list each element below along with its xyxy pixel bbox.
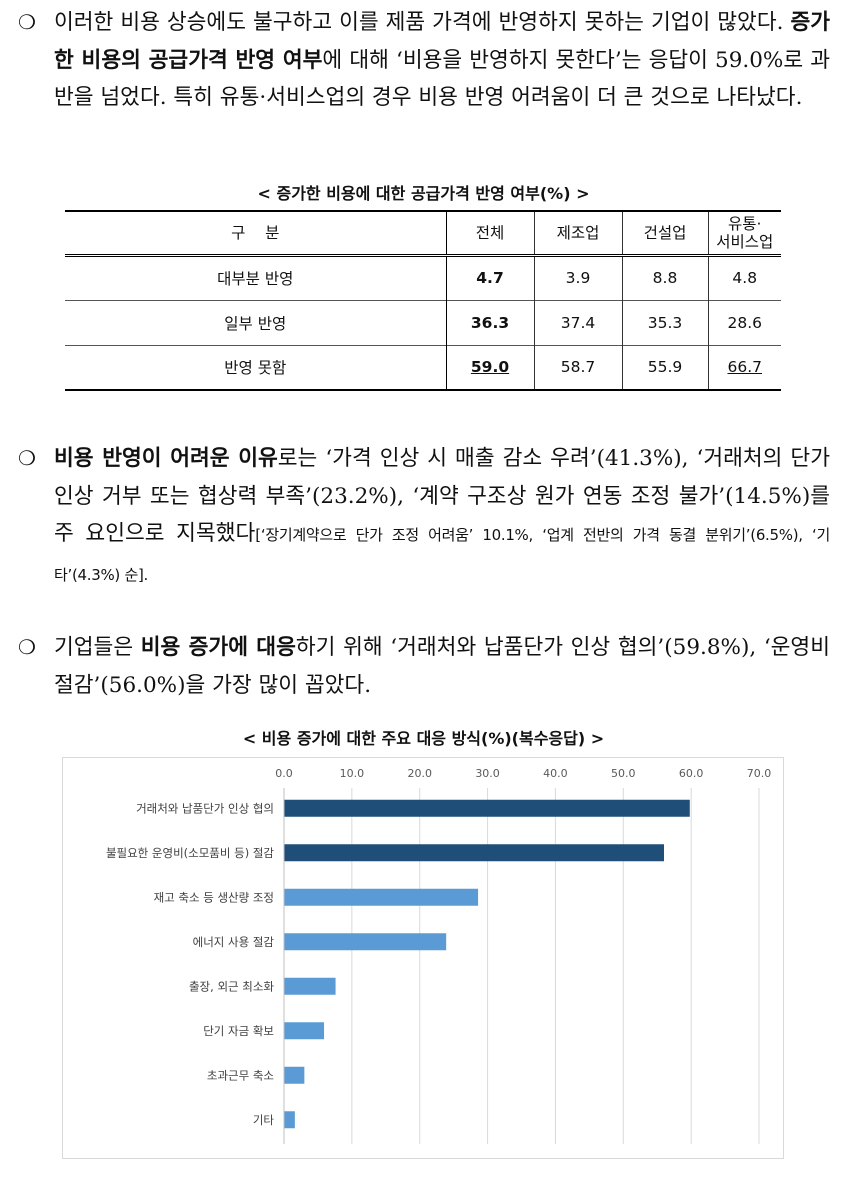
- cell-total: 4.7: [445, 255, 534, 300]
- p2-text-1: 로는 ‘가격 인상 시 매출 감소 우려’(41.3%), ‘거래처의 단가 인…: [54, 446, 830, 546]
- category-label: 에너지 사용 절감: [193, 935, 275, 949]
- bar: [284, 977, 336, 995]
- bar: [284, 844, 664, 862]
- row-label: 반영 못함: [224, 359, 287, 378]
- cell-total-underlined: 59.0: [470, 358, 510, 377]
- header-retail-line2: 서비스업: [716, 232, 774, 251]
- header-retail-line1: 유통·: [728, 214, 762, 233]
- category-label: 불필요한 운영비(소모품비 등) 절감: [106, 846, 274, 860]
- category-label: 재고 축소 등 생산량 조정: [154, 890, 274, 904]
- table-row: 대부분 반영 4.7 3.9 8.8 4.8: [65, 255, 781, 300]
- cell-total: 59.0: [445, 345, 534, 390]
- bullet-icon: ❍: [18, 446, 36, 470]
- p2-bold-1: 비용 반영이 어려운 이유: [54, 446, 278, 471]
- bar: [284, 1111, 295, 1129]
- x-tick-label: 50.0: [611, 767, 636, 780]
- bar: [284, 888, 479, 906]
- header-total: 전체: [445, 211, 534, 257]
- cell-manufacturing: 37.4: [533, 300, 622, 345]
- table-header-row: 구 분 전체 제조업 건설업 유통· 서비스업: [65, 211, 781, 257]
- cell-manufacturing: 3.9: [533, 255, 622, 300]
- p1-text-2: 에 대해 ‘비용을 반영하지 못한다’는 응답이 59.0%로 과반을 넘었다.…: [54, 47, 830, 111]
- cell-total: 36.3: [445, 300, 534, 345]
- bar: [284, 799, 690, 817]
- x-tick-label: 0.0: [275, 767, 293, 780]
- bar: [284, 933, 447, 951]
- cell-construction: 55.9: [621, 345, 708, 390]
- bullet-icon: ❍: [18, 635, 36, 659]
- p3-text-2: 하기 위해 ‘거래처와 납품단가 인상 협의’(59.8%), ‘운영비 절감’…: [54, 635, 830, 698]
- paragraph-reasons: ❍ 비용 반영이 어려운 이유로는 ‘가격 인상 시 매출 감소 우려’(41.…: [18, 440, 830, 594]
- p3-bold-1: 비용 증가에 대응: [140, 635, 296, 660]
- x-tick-label: 20.0: [407, 767, 432, 780]
- row-label: 대부분 반영: [217, 270, 294, 288]
- x-tick-label: 30.0: [475, 767, 500, 780]
- bar: [284, 1022, 325, 1040]
- p1-text-1: 이러한 비용 상승에도 불구하고 이를 제품 가격에 반영하지 못하는 기업이 …: [54, 10, 791, 35]
- cell-retail: 66.7: [707, 345, 781, 390]
- table-row: 반영 못함 59.0 58.7 55.9 66.7: [65, 345, 781, 390]
- price-reflection-table: 구 분 전체 제조업 건설업 유통· 서비스업 대부분 반영 4.7 3.9 8.…: [65, 210, 781, 391]
- bar: [284, 1066, 305, 1084]
- table-caption: < 증가한 비용에 대한 공급가격 반영 여부(%) >: [257, 184, 590, 203]
- chart-svg: 0.0 10.0 20.0 30.0 40.0 50.0 60.0 70.0 거래처와 납품단가…: [106, 767, 772, 1144]
- category-label: 초과근무 축소: [207, 1068, 274, 1082]
- x-tick-label: 60.0: [679, 767, 704, 780]
- header-manufacturing: 제조업: [533, 211, 622, 257]
- category-label: 거래처와 납품단가 인상 협의: [136, 801, 274, 815]
- cell-manufacturing: 58.7: [533, 345, 622, 390]
- cell-construction: 8.8: [621, 255, 708, 300]
- bullet-icon: ❍: [18, 10, 36, 34]
- p1-bold-1: 증가한 비용의 공급가격 반영 여부: [54, 10, 830, 73]
- p3-text-1: 기업들은: [54, 635, 141, 660]
- row-label: 일부 반영: [224, 314, 287, 333]
- header-retail-service: 유통· 서비스업: [707, 211, 781, 257]
- header-category: 구 분: [65, 211, 446, 257]
- paragraph-responses: ❍ 기업들은 비용 증가에 대응하기 위해 ‘거래처와 납품단가 인상 협의’(…: [18, 629, 830, 704]
- category-label: 출장, 외근 최소화: [189, 979, 274, 993]
- x-tick-label: 40.0: [543, 767, 568, 780]
- cell-retail-underlined: 66.7: [727, 358, 762, 377]
- table-row: 일부 반영 36.3 37.4 35.3 28.6: [65, 300, 781, 345]
- response-methods-chart: 0.0 10.0 20.0 30.0 40.0 50.0 60.0 70.0 거래처와 납품단가…: [62, 757, 784, 1159]
- p2-small-note: [‘장기계약으로 단가 조정 어려움’ 10.1%, ‘업계 전반의 가격 동결…: [54, 526, 830, 584]
- x-tick-label: 70.0: [747, 767, 772, 780]
- chart-caption: < 비용 증가에 대한 주요 대응 방식(%)(복수응답) >: [242, 729, 605, 748]
- cell-retail: 4.8: [707, 255, 781, 300]
- cell-retail: 28.6: [707, 300, 781, 345]
- cell-construction: 35.3: [621, 300, 708, 345]
- x-tick-label: 10.0: [340, 767, 365, 780]
- category-label: 기타: [253, 1113, 275, 1127]
- header-construction: 건설업: [621, 211, 708, 257]
- category-label: 단기 자금 확보: [203, 1024, 274, 1038]
- paragraph-cost-not-reflected: ❍ 이러한 비용 상승에도 불구하고 이를 제품 가격에 반영하지 못하는 기업…: [18, 4, 830, 117]
